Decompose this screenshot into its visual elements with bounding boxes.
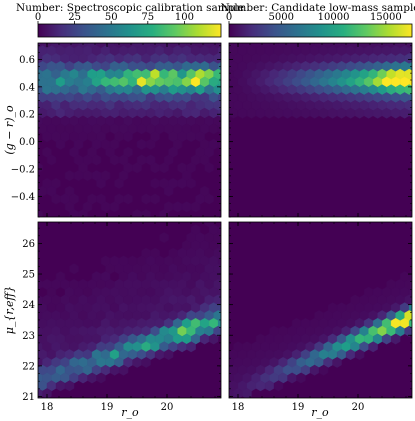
- hexbin-cell: [114, 177, 124, 189]
- hexbin-cell: [96, 372, 106, 384]
- colorbar-spectroscopic-bar: [37, 23, 222, 38]
- x-axis-label-right: r_o: [311, 406, 329, 419]
- hexbin-cell: [64, 380, 75, 392]
- hexbin-cell: [109, 201, 120, 213]
- hexbin-cell: [332, 356, 342, 368]
- hexbin-cell: [186, 177, 196, 189]
- hexbin-cell: [368, 341, 378, 353]
- colorbar-spectroscopic-label: Number: Spectroscopic calibration sample: [16, 2, 244, 14]
- y-tick-label: 26: [22, 239, 35, 250]
- x-axis-label-left: r_o: [121, 406, 139, 419]
- hexbin-cell: [91, 154, 102, 166]
- colorbar-candidate-bar: [228, 23, 413, 38]
- panel-bottom-left: [37, 221, 222, 399]
- hexbin-cell: [141, 209, 151, 217]
- y-tick-label: −0.4: [11, 192, 35, 203]
- hexbin-cell: [145, 138, 156, 150]
- y-tick-label: 23: [22, 331, 35, 342]
- colorbar-tick-label: 25: [68, 12, 81, 23]
- hexbin-cell: [78, 209, 88, 217]
- x-tick-label: 19: [292, 402, 305, 413]
- hexbin-cell: [42, 388, 52, 398]
- x-tick-label: 18: [41, 402, 54, 413]
- hexbin-cell: [318, 364, 329, 376]
- hexbin-cell: [163, 349, 174, 361]
- hexbin-cell: [204, 162, 214, 174]
- hexbin-cell: [46, 154, 57, 166]
- panel-top-left: [37, 42, 222, 218]
- x-tick-label: 19: [101, 402, 114, 413]
- hexbin-cell: [123, 131, 133, 143]
- hexbin-cell: [55, 138, 66, 150]
- y-tick-label: 25: [22, 270, 35, 281]
- hexbin-cell: [408, 108, 412, 118]
- hexbin-cell: [390, 333, 401, 345]
- hexbin-cell: [242, 388, 252, 398]
- hexbin-cell: [159, 162, 169, 174]
- colorbar-candidate: Number: Candidate low-mass sample 0 5000 1…: [220, 2, 415, 38]
- hexbin-cell: [38, 209, 43, 217]
- colorbar-tick-label: 5000: [269, 12, 294, 23]
- hexbin-cell: [229, 395, 238, 398]
- panel-bottom-right-hexbins: [229, 271, 412, 398]
- colorbar-tick-label: 75: [141, 12, 154, 23]
- hexbin-cell: [273, 380, 284, 392]
- x-tick-label: 20: [161, 402, 174, 413]
- y-tick-label: 24: [22, 300, 35, 311]
- hexbin-cell: [141, 356, 151, 368]
- hexbin-cell: [404, 325, 412, 337]
- colorbar-spectroscopic: Number: Spectroscopic calibration sample…: [16, 2, 244, 38]
- hexbin-cell: [204, 193, 214, 205]
- hexbin-cell: [354, 349, 365, 361]
- panel-top-right-hexbins: [229, 43, 412, 119]
- hexbin-cell: [132, 162, 142, 174]
- axis-ticks: −0.4 −0.2 0.0 0.2 0.4 0.6 18 19 20 21 22 23 24 25 26 18…: [11, 43, 412, 413]
- y-tick-label: 0.6: [19, 55, 35, 66]
- hexbin-cell: [123, 193, 133, 205]
- hexbin-cell: [296, 372, 306, 384]
- y-axis-label-color: (g − r)_o: [3, 105, 16, 155]
- hexbin-cell: [163, 185, 174, 197]
- hexbin-cell: [150, 193, 160, 205]
- hexbin-cell: [186, 341, 196, 353]
- panel-bottom-left-hexbins: [38, 222, 221, 398]
- colorbar-tick-label: 50: [105, 12, 118, 23]
- y-tick-label: 22: [22, 361, 35, 372]
- hexbin-cell: [69, 263, 79, 275]
- y-tick-label: 0.2: [19, 110, 35, 121]
- hexbin-cell: [159, 209, 169, 217]
- hexbin-cell: [69, 209, 79, 217]
- colorbar-tick-label: 15000: [370, 12, 402, 23]
- panel-bottom-right: [228, 221, 413, 399]
- colorbar-spectroscopic-ticks: 0 25 50 75 100: [35, 12, 194, 24]
- panel-top-right: [228, 42, 413, 218]
- y-tick-label: 0.4: [19, 82, 35, 93]
- hexbin-cell: [208, 333, 219, 345]
- colorbar-tick-label: 10000: [318, 12, 350, 23]
- x-tick-label: 20: [352, 402, 365, 413]
- panel-top-left-hexbins: [38, 43, 221, 217]
- colorbar-tick-label: 0: [226, 12, 232, 23]
- hexbin-cell: [217, 139, 221, 149]
- y-tick-label: 21: [22, 392, 35, 403]
- colorbar-tick-label: 100: [175, 12, 194, 23]
- y-tick-label: −0.2: [11, 165, 35, 176]
- hexbin-cell: [118, 364, 129, 376]
- hexbin-cell: [38, 162, 43, 174]
- hexbin-cell: [132, 209, 142, 217]
- hexbin-cell: [217, 124, 221, 134]
- x-tick-label: 18: [232, 402, 245, 413]
- colorbar-candidate-ticks: 0 5000 10000 15000: [226, 12, 402, 24]
- colorbar-tick-label: 0: [35, 12, 41, 23]
- y-axis-label-surface-brightness: μ_{r,eff}: [3, 286, 16, 335]
- y-tick-label: 0.0: [19, 137, 35, 148]
- hexbin-cell: [159, 232, 169, 244]
- hexbin-cell: [190, 201, 201, 213]
- colorbar-candidate-label: Number: Candidate low-mass sample: [220, 2, 415, 14]
- hexbin-cell: [96, 177, 106, 189]
